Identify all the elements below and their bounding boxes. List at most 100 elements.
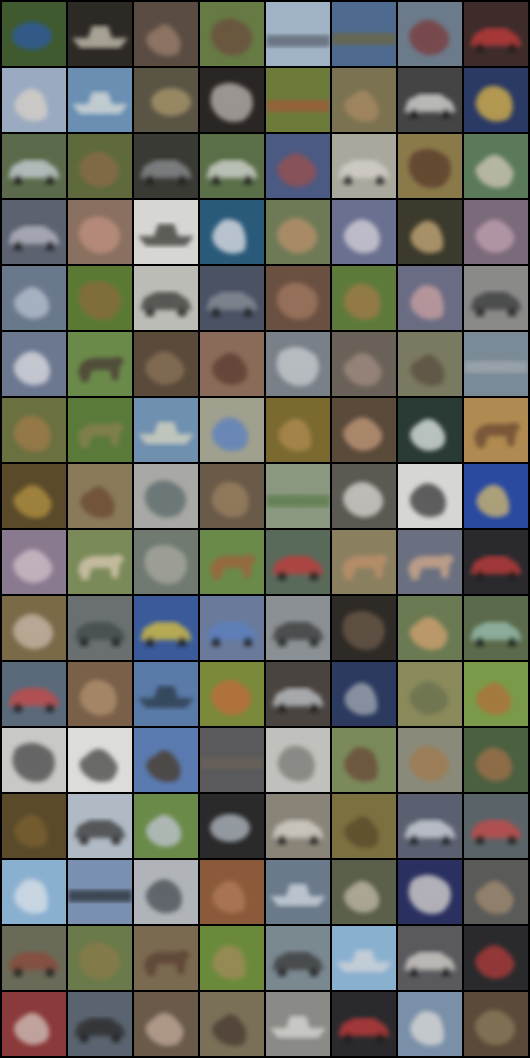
image-tile bbox=[266, 398, 330, 462]
image-tile-picture bbox=[332, 728, 396, 792]
image-tile-picture bbox=[266, 794, 330, 858]
image-tile-picture bbox=[134, 728, 198, 792]
image-tile-picture bbox=[266, 662, 330, 726]
image-tile-picture bbox=[464, 794, 528, 858]
image-tile-picture bbox=[266, 68, 330, 132]
image-tile bbox=[134, 860, 198, 924]
image-tile-picture bbox=[68, 2, 132, 66]
image-tile bbox=[2, 464, 66, 528]
image-tile bbox=[68, 68, 132, 132]
image-tile bbox=[200, 200, 264, 264]
image-tile-picture bbox=[68, 728, 132, 792]
image-tile-picture bbox=[266, 266, 330, 330]
image-tile bbox=[464, 464, 528, 528]
image-tile bbox=[134, 266, 198, 330]
image-tile-picture bbox=[134, 68, 198, 132]
image-tile-picture bbox=[200, 134, 264, 198]
image-tile bbox=[200, 398, 264, 462]
image-tile bbox=[2, 926, 66, 990]
image-tile-picture bbox=[2, 926, 66, 990]
image-tile bbox=[200, 530, 264, 594]
image-tile bbox=[398, 2, 462, 66]
image-tile bbox=[2, 200, 66, 264]
image-tile bbox=[332, 200, 396, 264]
image-tile bbox=[2, 596, 66, 660]
image-tile-picture bbox=[398, 464, 462, 528]
image-tile-picture bbox=[200, 200, 264, 264]
image-tile-picture bbox=[2, 860, 66, 924]
image-tile bbox=[398, 464, 462, 528]
image-tile-picture bbox=[2, 398, 66, 462]
image-tile-picture bbox=[398, 728, 462, 792]
image-tile bbox=[464, 596, 528, 660]
image-tile-picture bbox=[398, 926, 462, 990]
image-tile bbox=[200, 68, 264, 132]
image-tile-picture bbox=[68, 794, 132, 858]
image-tile-picture bbox=[68, 860, 132, 924]
image-tile-picture bbox=[266, 134, 330, 198]
image-tile bbox=[332, 728, 396, 792]
image-tile bbox=[68, 926, 132, 990]
image-tile bbox=[68, 2, 132, 66]
image-tile-picture bbox=[464, 596, 528, 660]
image-tile-picture bbox=[68, 662, 132, 726]
image-tile-picture bbox=[398, 662, 462, 726]
image-tile bbox=[398, 68, 462, 132]
image-tile bbox=[332, 464, 396, 528]
image-tile-picture bbox=[332, 398, 396, 462]
image-tile bbox=[200, 728, 264, 792]
image-tile bbox=[464, 860, 528, 924]
image-tile bbox=[134, 200, 198, 264]
image-tile bbox=[200, 2, 264, 66]
image-tile bbox=[464, 662, 528, 726]
image-tile-picture bbox=[266, 464, 330, 528]
image-tile-picture bbox=[134, 398, 198, 462]
image-tile bbox=[464, 530, 528, 594]
image-tile bbox=[398, 794, 462, 858]
image-tile bbox=[134, 662, 198, 726]
image-tile-picture bbox=[68, 926, 132, 990]
image-tile bbox=[68, 266, 132, 330]
image-tile bbox=[266, 200, 330, 264]
image-tile bbox=[398, 662, 462, 726]
image-tile-picture bbox=[398, 992, 462, 1056]
image-tile-picture bbox=[464, 860, 528, 924]
image-tile bbox=[464, 200, 528, 264]
image-tile bbox=[464, 332, 528, 396]
image-tile bbox=[134, 596, 198, 660]
image-tile-picture bbox=[266, 200, 330, 264]
image-tile-picture bbox=[134, 530, 198, 594]
image-tile bbox=[464, 134, 528, 198]
image-tile-picture bbox=[464, 332, 528, 396]
image-tile bbox=[134, 926, 198, 990]
image-tile-picture bbox=[200, 68, 264, 132]
image-tile bbox=[2, 860, 66, 924]
image-tile-picture bbox=[200, 794, 264, 858]
image-tile-picture bbox=[200, 860, 264, 924]
image-tile bbox=[200, 860, 264, 924]
image-tile-picture bbox=[332, 860, 396, 924]
image-tile-picture bbox=[398, 134, 462, 198]
image-tile-picture bbox=[398, 332, 462, 396]
image-tile bbox=[398, 266, 462, 330]
image-tile bbox=[332, 68, 396, 132]
image-tile-picture bbox=[2, 530, 66, 594]
image-tile bbox=[398, 926, 462, 990]
image-tile-picture bbox=[464, 926, 528, 990]
image-tile bbox=[464, 728, 528, 792]
image-tile bbox=[464, 794, 528, 858]
image-tile-picture bbox=[68, 464, 132, 528]
image-tile-picture bbox=[134, 860, 198, 924]
image-tile-picture bbox=[332, 926, 396, 990]
image-tile-picture bbox=[266, 728, 330, 792]
image-tile bbox=[464, 266, 528, 330]
image-tile bbox=[2, 68, 66, 132]
image-tile bbox=[134, 2, 198, 66]
image-tile bbox=[266, 860, 330, 924]
image-tile-picture bbox=[2, 794, 66, 858]
image-tile bbox=[266, 2, 330, 66]
image-tile-picture bbox=[332, 332, 396, 396]
image-tile-picture bbox=[464, 530, 528, 594]
image-tile bbox=[200, 992, 264, 1056]
image-tile-picture bbox=[2, 2, 66, 66]
